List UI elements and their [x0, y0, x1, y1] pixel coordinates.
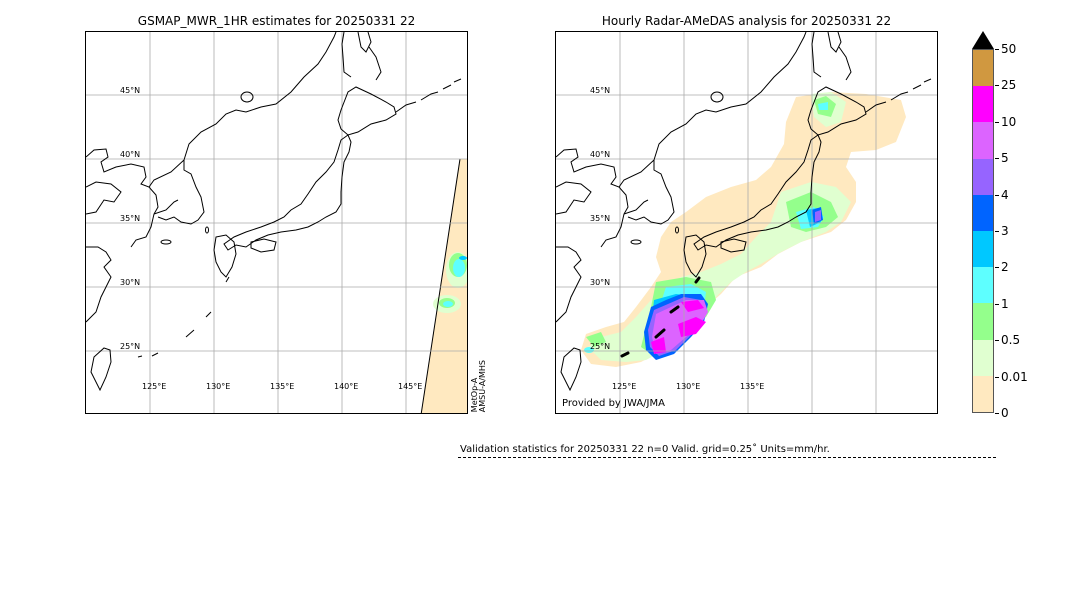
lon-label-130: 130°E [206, 382, 231, 391]
lat-label-30: 30°N [590, 278, 611, 287]
gridlines [86, 32, 467, 413]
colorbar-label-50: 50 [1001, 42, 1017, 56]
colorbar-bin-1 [973, 339, 993, 376]
colorbar-label-0.5: 0.5 [1001, 333, 1021, 347]
validation-statistics: Validation statistics for 20250331 22 n=… [460, 444, 830, 455]
colorbar-bin-5 [973, 194, 993, 231]
colorbar-extend-arrow [972, 31, 994, 49]
precipitation-overlay [581, 92, 906, 367]
data-credit: Provided by JWA/JMA [562, 398, 665, 409]
colorbar-tick [995, 304, 999, 305]
left-map-title: GSMAP_MWR_1HR estimates for 20250331 22 [137, 14, 416, 28]
colorbar-tick [995, 122, 999, 123]
precipitation-overlay [433, 252, 467, 313]
sensor-instrument: AMSU-A/MHS [478, 360, 487, 413]
lat-label-35: 35°N [120, 214, 141, 223]
gridlines [556, 32, 937, 413]
lat-label-40: 40°N [590, 150, 611, 159]
lat-label-30: 30°N [120, 278, 141, 287]
lon-label-125: 125°E [142, 382, 167, 391]
lon-label-145: 145°E [398, 382, 423, 391]
lon-label-125: 125°E [612, 382, 637, 391]
colorbar-label-3: 3 [1001, 224, 1009, 238]
coastlines [556, 32, 932, 392]
swath-coverage [421, 159, 467, 413]
left-map-canvas [86, 32, 467, 413]
colorbar-bin-3 [973, 267, 993, 304]
colorbar-label-5: 5 [1001, 151, 1009, 165]
colorbar-bin-0 [973, 375, 993, 412]
sensor-label: MetOp-A AMSU-A/MHS [470, 360, 487, 413]
lon-label-135: 135°E [270, 382, 295, 391]
lat-label-40: 40°N [120, 150, 141, 159]
colorbar-tick [995, 158, 999, 159]
colorbar-bin-7 [973, 122, 993, 159]
colorbar-label-1: 1 [1001, 297, 1009, 311]
colorbar-bin-6 [973, 158, 993, 195]
colorbar [972, 49, 994, 413]
lon-label-130: 130°E [676, 382, 701, 391]
colorbar-tick [995, 340, 999, 341]
colorbar-bin-2 [973, 303, 993, 340]
lon-label-140: 140°E [334, 382, 359, 391]
lat-label-35: 35°N [590, 214, 611, 223]
lat-label-45: 45°N [590, 86, 611, 95]
lat-label-25: 25°N [120, 342, 141, 351]
right-map-canvas [556, 32, 937, 413]
colorbar-label-2: 2 [1001, 260, 1009, 274]
colorbar-tick [995, 85, 999, 86]
colorbar-label-0: 0 [1001, 406, 1009, 420]
right-map-radar: 45°N 40°N 35°N 30°N 25°N 125°E 130°E 135… [555, 31, 938, 414]
right-map-title: Hourly Radar-AMeDAS analysis for 2025033… [601, 14, 892, 28]
colorbar-label-10: 10 [1001, 115, 1017, 129]
colorbar-tick [995, 377, 999, 378]
colorbar-tick [995, 195, 999, 196]
colorbar-tick [995, 413, 999, 414]
lon-label-135: 135°E [740, 382, 765, 391]
colorbar-bin-4 [973, 230, 993, 268]
stats-divider [458, 457, 996, 458]
colorbar-label-4: 4 [1001, 188, 1009, 202]
colorbar-bin-9 [973, 49, 993, 87]
lat-label-25: 25°N [590, 342, 611, 351]
colorbar-label-0.01: 0.01 [1001, 370, 1028, 384]
colorbar-tick [995, 49, 999, 50]
colorbar-tick [995, 267, 999, 268]
ryukyu-islands [620, 276, 701, 358]
colorbar-label-25: 25 [1001, 78, 1017, 92]
left-map-gsmap: 45°N 40°N 35°N 30°N 25°N 125°E 130°E 135… [85, 31, 468, 414]
lat-label-45: 45°N [120, 86, 141, 95]
coastlines [86, 32, 462, 392]
colorbar-tick [995, 231, 999, 232]
colorbar-bin-8 [973, 86, 993, 123]
